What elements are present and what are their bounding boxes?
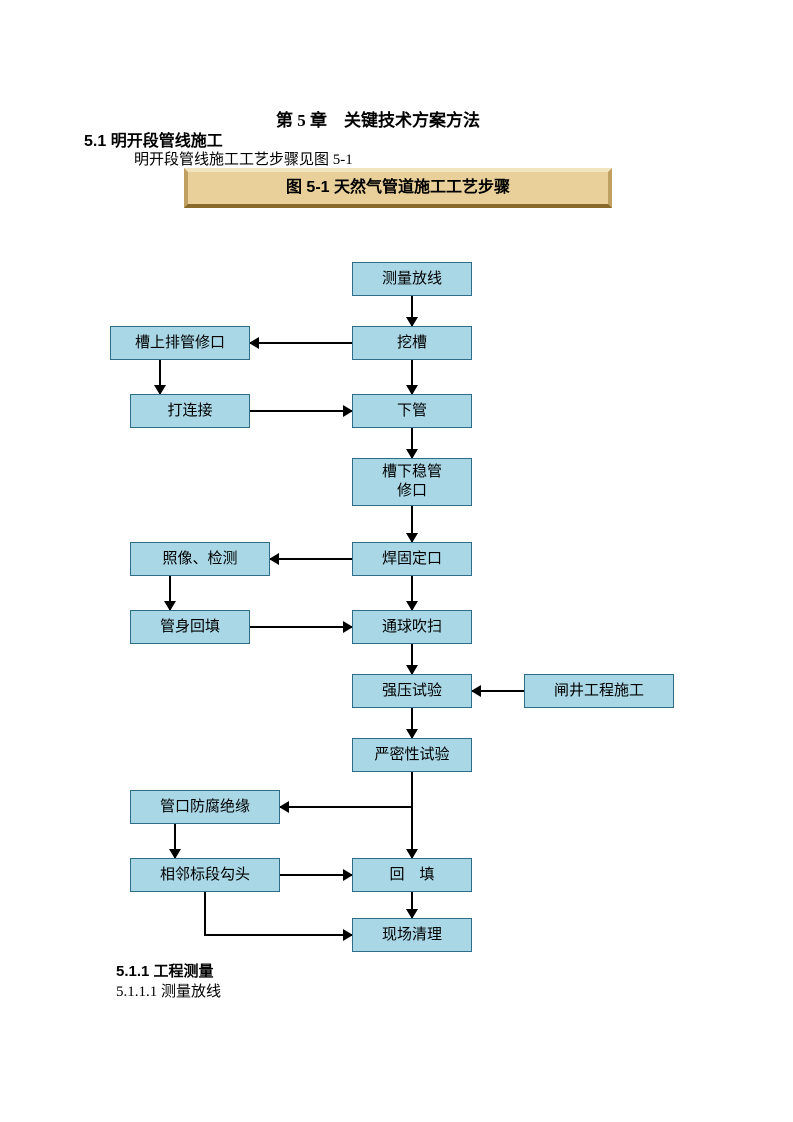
flow-node-n11: 强压试验 xyxy=(352,674,472,708)
flow-node-n3: 槽上排管修口 xyxy=(110,326,250,360)
flow-node-n16: 回 填 xyxy=(352,858,472,892)
flow-node-n9: 管身回填 xyxy=(130,610,250,644)
flow-node-n7: 焊固定口 xyxy=(352,542,472,576)
page: 第 5 章 关键技术方案方法 5.1 明开段管线施工 明开段管线施工工艺步骤见图… xyxy=(0,0,793,1122)
flow-node-n14: 管口防腐绝缘 xyxy=(130,790,280,824)
flow-node-n5: 下管 xyxy=(352,394,472,428)
flow-node-n12: 闸井工程施工 xyxy=(524,674,674,708)
section-5-1-1-title: 5.1.1 工程测量 xyxy=(116,960,214,981)
flow-node-n4: 打连接 xyxy=(130,394,250,428)
flow-node-n2: 挖槽 xyxy=(352,326,472,360)
flow-node-n6: 槽下稳管 修口 xyxy=(352,458,472,506)
section-5-1-1-1-title: 5.1.1.1 测量放线 xyxy=(116,980,221,1001)
flow-node-n17: 现场清理 xyxy=(352,918,472,952)
flow-node-n15: 相邻标段勾头 xyxy=(130,858,280,892)
intro-line: 明开段管线施工工艺步骤见图 5-1 xyxy=(134,148,353,169)
flow-node-n13: 严密性试验 xyxy=(352,738,472,772)
chapter-title: 第 5 章 关键技术方案方法 xyxy=(276,106,480,131)
figure-banner-label: 图 5-1 天然气管道施工工艺步骤 xyxy=(286,179,510,196)
flow-node-n10: 通球吹扫 xyxy=(352,610,472,644)
figure-banner: 图 5-1 天然气管道施工工艺步骤 xyxy=(184,168,612,208)
flow-node-n8: 照像、检测 xyxy=(130,542,270,576)
flow-node-n1: 测量放线 xyxy=(352,262,472,296)
